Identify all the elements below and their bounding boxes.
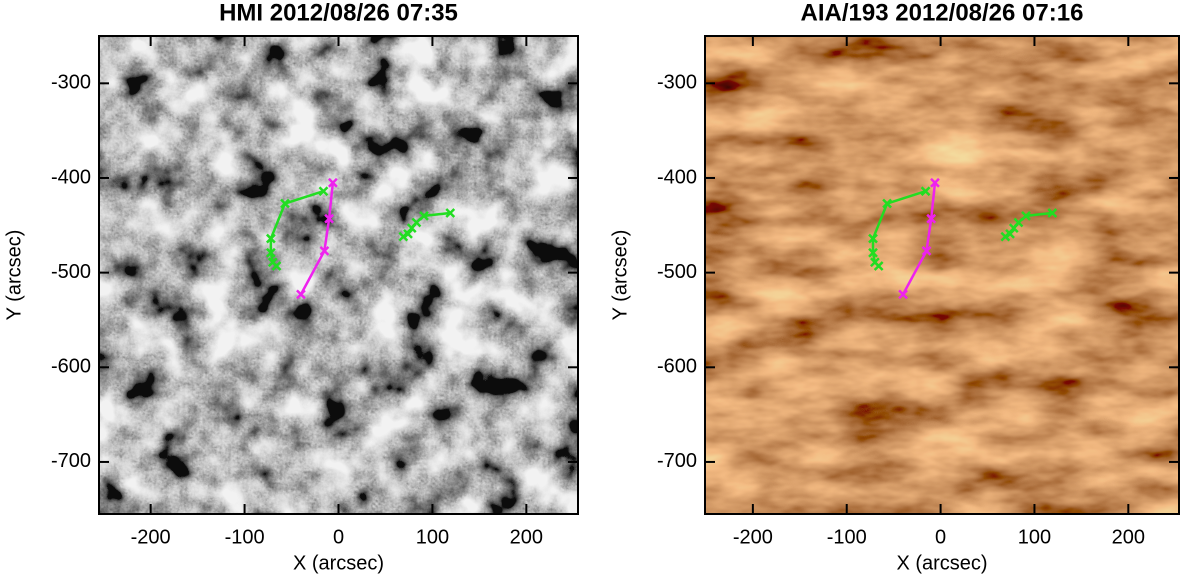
x-axis-label: X (arcsec) bbox=[896, 552, 987, 574]
track-point bbox=[873, 261, 884, 271]
x-tick-label: -200 bbox=[131, 526, 171, 548]
track-point bbox=[1000, 231, 1011, 242]
track-point bbox=[921, 245, 932, 256]
track-point bbox=[327, 177, 338, 188]
track-point bbox=[1013, 217, 1024, 228]
x-tick-label: 200 bbox=[1112, 526, 1145, 548]
x-tick-label: 100 bbox=[416, 526, 449, 548]
y-axis-label: Y (arcsec) bbox=[3, 230, 25, 321]
x-tick-label: -100 bbox=[827, 526, 867, 548]
y-tick-label: -400 bbox=[657, 166, 697, 188]
y-tick-label: -500 bbox=[51, 261, 91, 283]
track-point bbox=[318, 186, 329, 197]
track-point bbox=[920, 186, 931, 197]
chart-title: AIA/193 2012/08/26 07:16 bbox=[801, 0, 1084, 26]
track-point bbox=[324, 213, 334, 224]
image-texture bbox=[99, 36, 578, 514]
track-point bbox=[398, 231, 409, 242]
x-tick-label: 0 bbox=[333, 526, 344, 548]
track-point bbox=[419, 210, 429, 221]
track-point bbox=[1021, 210, 1031, 221]
track-point bbox=[868, 247, 878, 258]
track-point bbox=[898, 289, 908, 300]
y-tick-label: -700 bbox=[657, 450, 697, 472]
x-tick-label: 0 bbox=[935, 526, 946, 548]
y-tick-label: -600 bbox=[51, 356, 91, 378]
track-line bbox=[299, 182, 335, 295]
chart-title: HMI 2012/08/26 07:35 bbox=[219, 0, 458, 26]
track-point bbox=[403, 228, 413, 239]
track-point bbox=[280, 198, 290, 209]
x-tick-label: 100 bbox=[1018, 526, 1051, 548]
track-point bbox=[882, 198, 892, 209]
x-tick-label: -200 bbox=[733, 526, 773, 548]
track-point bbox=[296, 289, 306, 300]
track-point bbox=[445, 208, 456, 218]
track-point bbox=[1005, 228, 1015, 239]
y-tick-label: -600 bbox=[657, 356, 697, 378]
plot-frame bbox=[704, 35, 1180, 515]
y-tick-label: -400 bbox=[51, 166, 91, 188]
y-tick-label: -700 bbox=[51, 450, 91, 472]
track-point bbox=[265, 247, 276, 258]
y-axis-label: Y (arcsec) bbox=[609, 230, 631, 321]
y-tick-label: -300 bbox=[657, 72, 697, 94]
y-tick-label: -500 bbox=[657, 261, 697, 283]
track-point bbox=[926, 213, 937, 224]
track-point bbox=[319, 245, 330, 256]
track-point bbox=[265, 233, 276, 244]
x-axis-label: X (arcsec) bbox=[293, 552, 384, 574]
image-texture bbox=[705, 36, 1179, 514]
x-tick-label: -100 bbox=[225, 526, 265, 548]
track-point bbox=[930, 177, 940, 188]
track-point bbox=[411, 217, 422, 228]
x-tick-label: 200 bbox=[510, 526, 543, 548]
y-tick-label: -300 bbox=[51, 72, 91, 94]
track-point bbox=[271, 261, 282, 271]
track-point bbox=[1047, 208, 1058, 218]
track-line bbox=[901, 182, 937, 295]
track-point bbox=[868, 233, 878, 244]
